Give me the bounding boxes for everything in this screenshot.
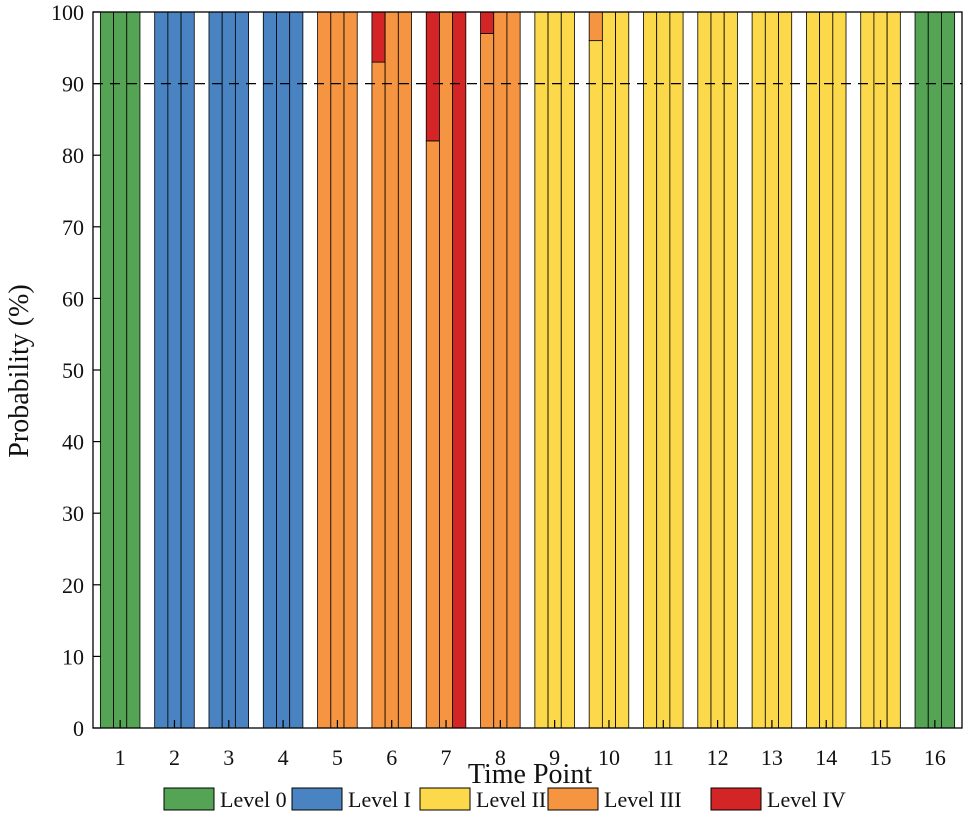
legend-label-2: Level II bbox=[476, 787, 546, 812]
bar-t3-2-level1 bbox=[221, 11, 236, 729]
bar-t9-2-level2 bbox=[547, 11, 562, 729]
bar-t7-1-level4 bbox=[425, 11, 440, 142]
bar-t8-3-level3 bbox=[506, 11, 521, 729]
bar-t6-3-level3 bbox=[397, 11, 412, 729]
bar-t1-1-level0 bbox=[99, 11, 114, 729]
bar-t5-3-level3 bbox=[343, 11, 358, 729]
x-tick-label-11: 11 bbox=[653, 745, 674, 770]
bar-t4-3-level1 bbox=[289, 11, 304, 729]
bar-t9-1-level2 bbox=[534, 11, 549, 729]
bar-t6-1-level3 bbox=[371, 61, 386, 729]
bar-t13-3-level2 bbox=[778, 11, 793, 729]
y-tick-label-70: 70 bbox=[62, 215, 84, 240]
bar-t12-3-level2 bbox=[723, 11, 738, 729]
x-tick-label-2: 2 bbox=[169, 745, 180, 770]
bar-t4-1-level1 bbox=[262, 11, 277, 729]
legend: Level 0 Level I Level II Level III Level IV bbox=[163, 787, 846, 812]
legend-label-4: Level IV bbox=[767, 787, 846, 812]
bar-t1-2-level0 bbox=[113, 11, 128, 729]
x-tick-label-7: 7 bbox=[441, 745, 452, 770]
y-tick-label-40: 40 bbox=[62, 430, 84, 455]
bar-t9-3-level2 bbox=[560, 11, 575, 729]
bar-t11-2-level2 bbox=[656, 11, 671, 729]
x-tick-label-15: 15 bbox=[870, 745, 892, 770]
bars-layer bbox=[99, 11, 956, 729]
bar-t7-3-level4 bbox=[452, 11, 467, 729]
x-tick-label-9: 9 bbox=[549, 745, 560, 770]
y-tick-label-30: 30 bbox=[62, 501, 84, 526]
y-tick-label-50: 50 bbox=[62, 358, 84, 383]
bar-t14-2-level2 bbox=[819, 11, 834, 729]
bar-t12-1-level2 bbox=[697, 11, 712, 729]
legend-label-3: Level III bbox=[604, 787, 682, 812]
bar-t2-3-level1 bbox=[180, 11, 195, 729]
y-tick-label-90: 90 bbox=[62, 72, 84, 97]
bar-t15-2-level2 bbox=[873, 11, 888, 729]
legend-swatch-1 bbox=[291, 787, 343, 811]
y-tick-label-10: 10 bbox=[62, 644, 84, 669]
y-tick-label-80: 80 bbox=[62, 143, 84, 168]
x-tick-label-1: 1 bbox=[115, 745, 126, 770]
bar-t15-1-level2 bbox=[860, 11, 875, 729]
bar-t16-3-level0 bbox=[941, 11, 956, 729]
bar-t15-3-level2 bbox=[886, 11, 901, 729]
y-tick-label-20: 20 bbox=[62, 573, 84, 598]
x-tick-label-4: 4 bbox=[278, 745, 289, 770]
x-tick-label-3: 3 bbox=[223, 745, 234, 770]
x-axis-title: Time Point bbox=[468, 759, 592, 790]
bar-t13-2-level2 bbox=[764, 11, 779, 729]
bar-t8-1-level3 bbox=[480, 33, 495, 729]
x-tick-label-5: 5 bbox=[332, 745, 343, 770]
x-tick-label-12: 12 bbox=[707, 745, 729, 770]
legend-swatch-0 bbox=[163, 787, 215, 811]
bar-t8-2-level3 bbox=[493, 11, 508, 729]
legend-swatch-2 bbox=[419, 787, 471, 811]
bar-t14-3-level2 bbox=[832, 11, 847, 729]
bar-t16-2-level0 bbox=[927, 11, 942, 729]
legend-label-0: Level 0 bbox=[220, 787, 287, 812]
x-tick-label-13: 13 bbox=[761, 745, 783, 770]
y-tick-label-0: 0 bbox=[73, 716, 84, 741]
bar-t13-1-level2 bbox=[751, 11, 766, 729]
legend-swatch-3 bbox=[547, 787, 599, 811]
bar-t1-3-level0 bbox=[126, 11, 141, 729]
bar-t10-1-level3 bbox=[588, 11, 603, 42]
y-tick-label-60: 60 bbox=[62, 286, 84, 311]
x-tick-label-16: 16 bbox=[924, 745, 946, 770]
x-tick-label-10: 10 bbox=[598, 745, 620, 770]
bar-t2-1-level1 bbox=[154, 11, 169, 729]
bar-t10-3-level2 bbox=[615, 11, 630, 729]
bar-t11-3-level2 bbox=[669, 11, 684, 729]
bar-t5-1-level3 bbox=[317, 11, 332, 729]
bar-t12-2-level2 bbox=[710, 11, 725, 729]
legend-label-1: Level I bbox=[348, 787, 411, 812]
x-tick-label-8: 8 bbox=[495, 745, 506, 770]
bar-t14-1-level2 bbox=[806, 11, 821, 729]
bar-t6-2-level3 bbox=[384, 11, 399, 729]
bar-t10-2-level2 bbox=[601, 11, 616, 729]
bar-t8-1-level4 bbox=[480, 11, 495, 34]
y-tick-label-100: 100 bbox=[51, 0, 84, 25]
bar-t2-2-level1 bbox=[167, 11, 182, 729]
y-axis-title: Probability (%) bbox=[4, 284, 35, 457]
bar-t3-3-level1 bbox=[234, 11, 249, 729]
bar-t7-1-level3 bbox=[425, 140, 440, 729]
x-tick-label-14: 14 bbox=[815, 745, 837, 770]
bar-t16-1-level0 bbox=[914, 11, 929, 729]
bar-t3-1-level1 bbox=[208, 11, 223, 729]
bar-t6-1-level4 bbox=[371, 11, 386, 63]
bar-t10-1-level2 bbox=[588, 40, 603, 729]
legend-swatch-4 bbox=[710, 787, 762, 811]
bar-t4-2-level1 bbox=[276, 11, 291, 729]
bar-t7-2-level3 bbox=[439, 11, 454, 729]
bar-t11-1-level2 bbox=[643, 11, 658, 729]
bar-t5-2-level3 bbox=[330, 11, 345, 729]
x-tick-label-6: 6 bbox=[386, 745, 397, 770]
